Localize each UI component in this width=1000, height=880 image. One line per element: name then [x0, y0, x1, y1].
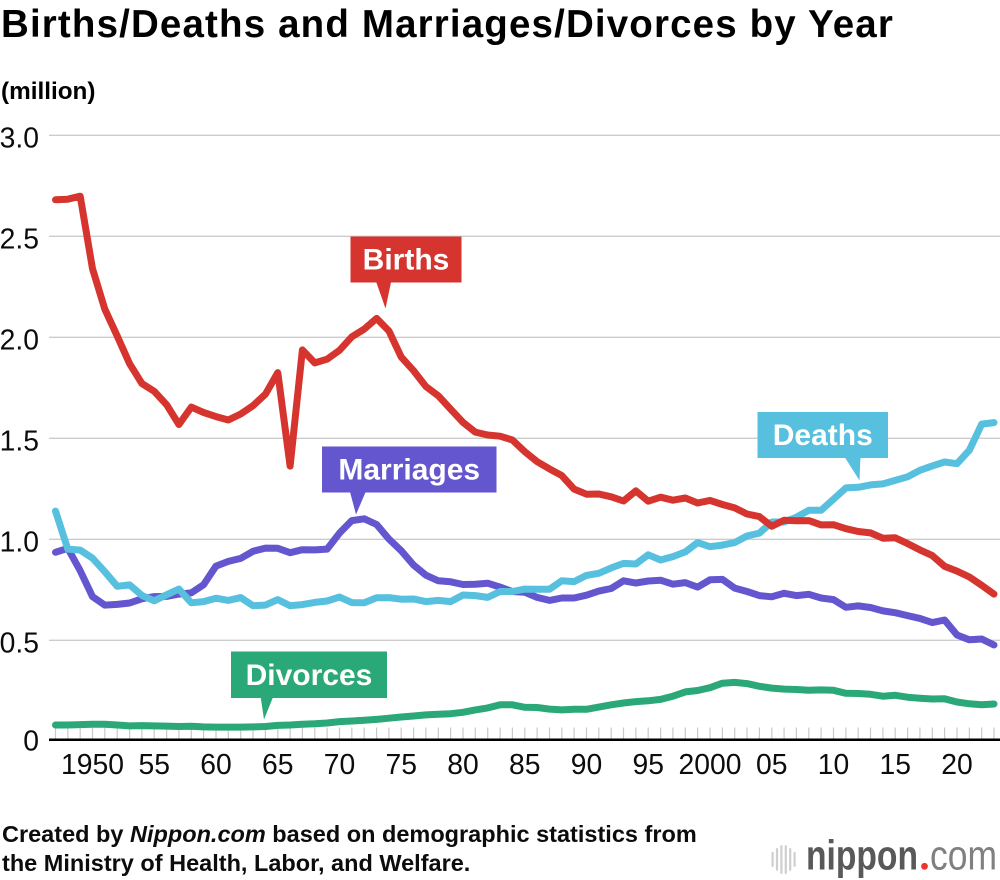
svg-text:Divorces: Divorces [246, 659, 373, 692]
svg-text:com: com [930, 832, 997, 879]
svg-text:0.5: 0.5 [0, 627, 39, 659]
svg-text:20: 20 [941, 748, 972, 780]
svg-text:90: 90 [571, 748, 602, 780]
svg-text:1.5: 1.5 [0, 425, 39, 457]
svg-text:60: 60 [200, 748, 231, 780]
svg-text:Births: Births [363, 244, 450, 277]
svg-text:2.5: 2.5 [0, 223, 39, 255]
svg-text:65: 65 [262, 748, 293, 780]
svg-text:10: 10 [818, 748, 849, 780]
svg-text:Marriages: Marriages [338, 454, 480, 487]
svg-text:2000: 2000 [679, 748, 742, 780]
svg-text:85: 85 [509, 748, 540, 780]
svg-text:1.0: 1.0 [0, 526, 39, 558]
svg-text:80: 80 [447, 748, 478, 780]
svg-text:55: 55 [138, 748, 169, 780]
svg-text:2.0: 2.0 [0, 324, 39, 356]
svg-text:1950: 1950 [61, 748, 124, 780]
svg-text:nippon: nippon [806, 832, 918, 879]
svg-text:15: 15 [879, 748, 910, 780]
svg-text:95: 95 [632, 748, 663, 780]
svg-text:70: 70 [324, 748, 355, 780]
svg-text:0: 0 [23, 725, 39, 757]
svg-text:Deaths: Deaths [773, 419, 873, 452]
svg-text:05: 05 [756, 748, 787, 780]
svg-text:75: 75 [385, 748, 416, 780]
svg-text:3.0: 3.0 [0, 122, 39, 154]
